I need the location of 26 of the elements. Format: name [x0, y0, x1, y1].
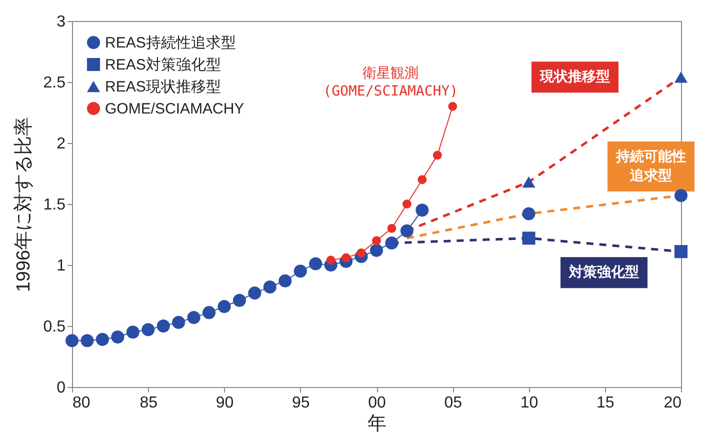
x-tick-label: 15	[596, 394, 614, 412]
legend-label: REAS現状推移型	[105, 78, 221, 96]
text: 現状推移型	[539, 68, 610, 84]
y-axis-title: 1996年に対する比率	[12, 116, 34, 292]
x-tick-label: 05	[444, 394, 462, 412]
y-tick-label: 3	[56, 14, 66, 30]
legend-label: REAS持続性追求型	[105, 34, 236, 52]
series-label: 対策強化型	[568, 264, 639, 280]
y-tick-label: 2	[56, 136, 66, 152]
y-tick-label: 1.5	[43, 196, 66, 214]
x-tick-label: 90	[216, 394, 234, 412]
y-tick-label: 2.5	[43, 74, 66, 92]
y-tick-label: 0	[56, 380, 66, 396]
x-tick-label: 10	[520, 394, 538, 412]
y-tick-label: 1	[56, 258, 66, 274]
legend-label: GOME/SCIAMACHY	[105, 100, 244, 118]
x-tick-label: 95	[292, 394, 310, 412]
y-tick-label: 0.5	[43, 318, 66, 336]
x-tick-label: 20	[664, 394, 682, 412]
x-axis-title: 年	[368, 414, 386, 434]
x-tick-label: 00	[368, 394, 386, 412]
series-label: 持続可能性追求型	[615, 148, 686, 183]
annotation: 衛星観測 (GOME/SCIAMACHY)	[323, 65, 458, 100]
x-tick-label: 80	[72, 394, 90, 412]
legend-label: REAS対策強化型	[105, 56, 221, 74]
x-tick-label: 85	[140, 394, 158, 412]
